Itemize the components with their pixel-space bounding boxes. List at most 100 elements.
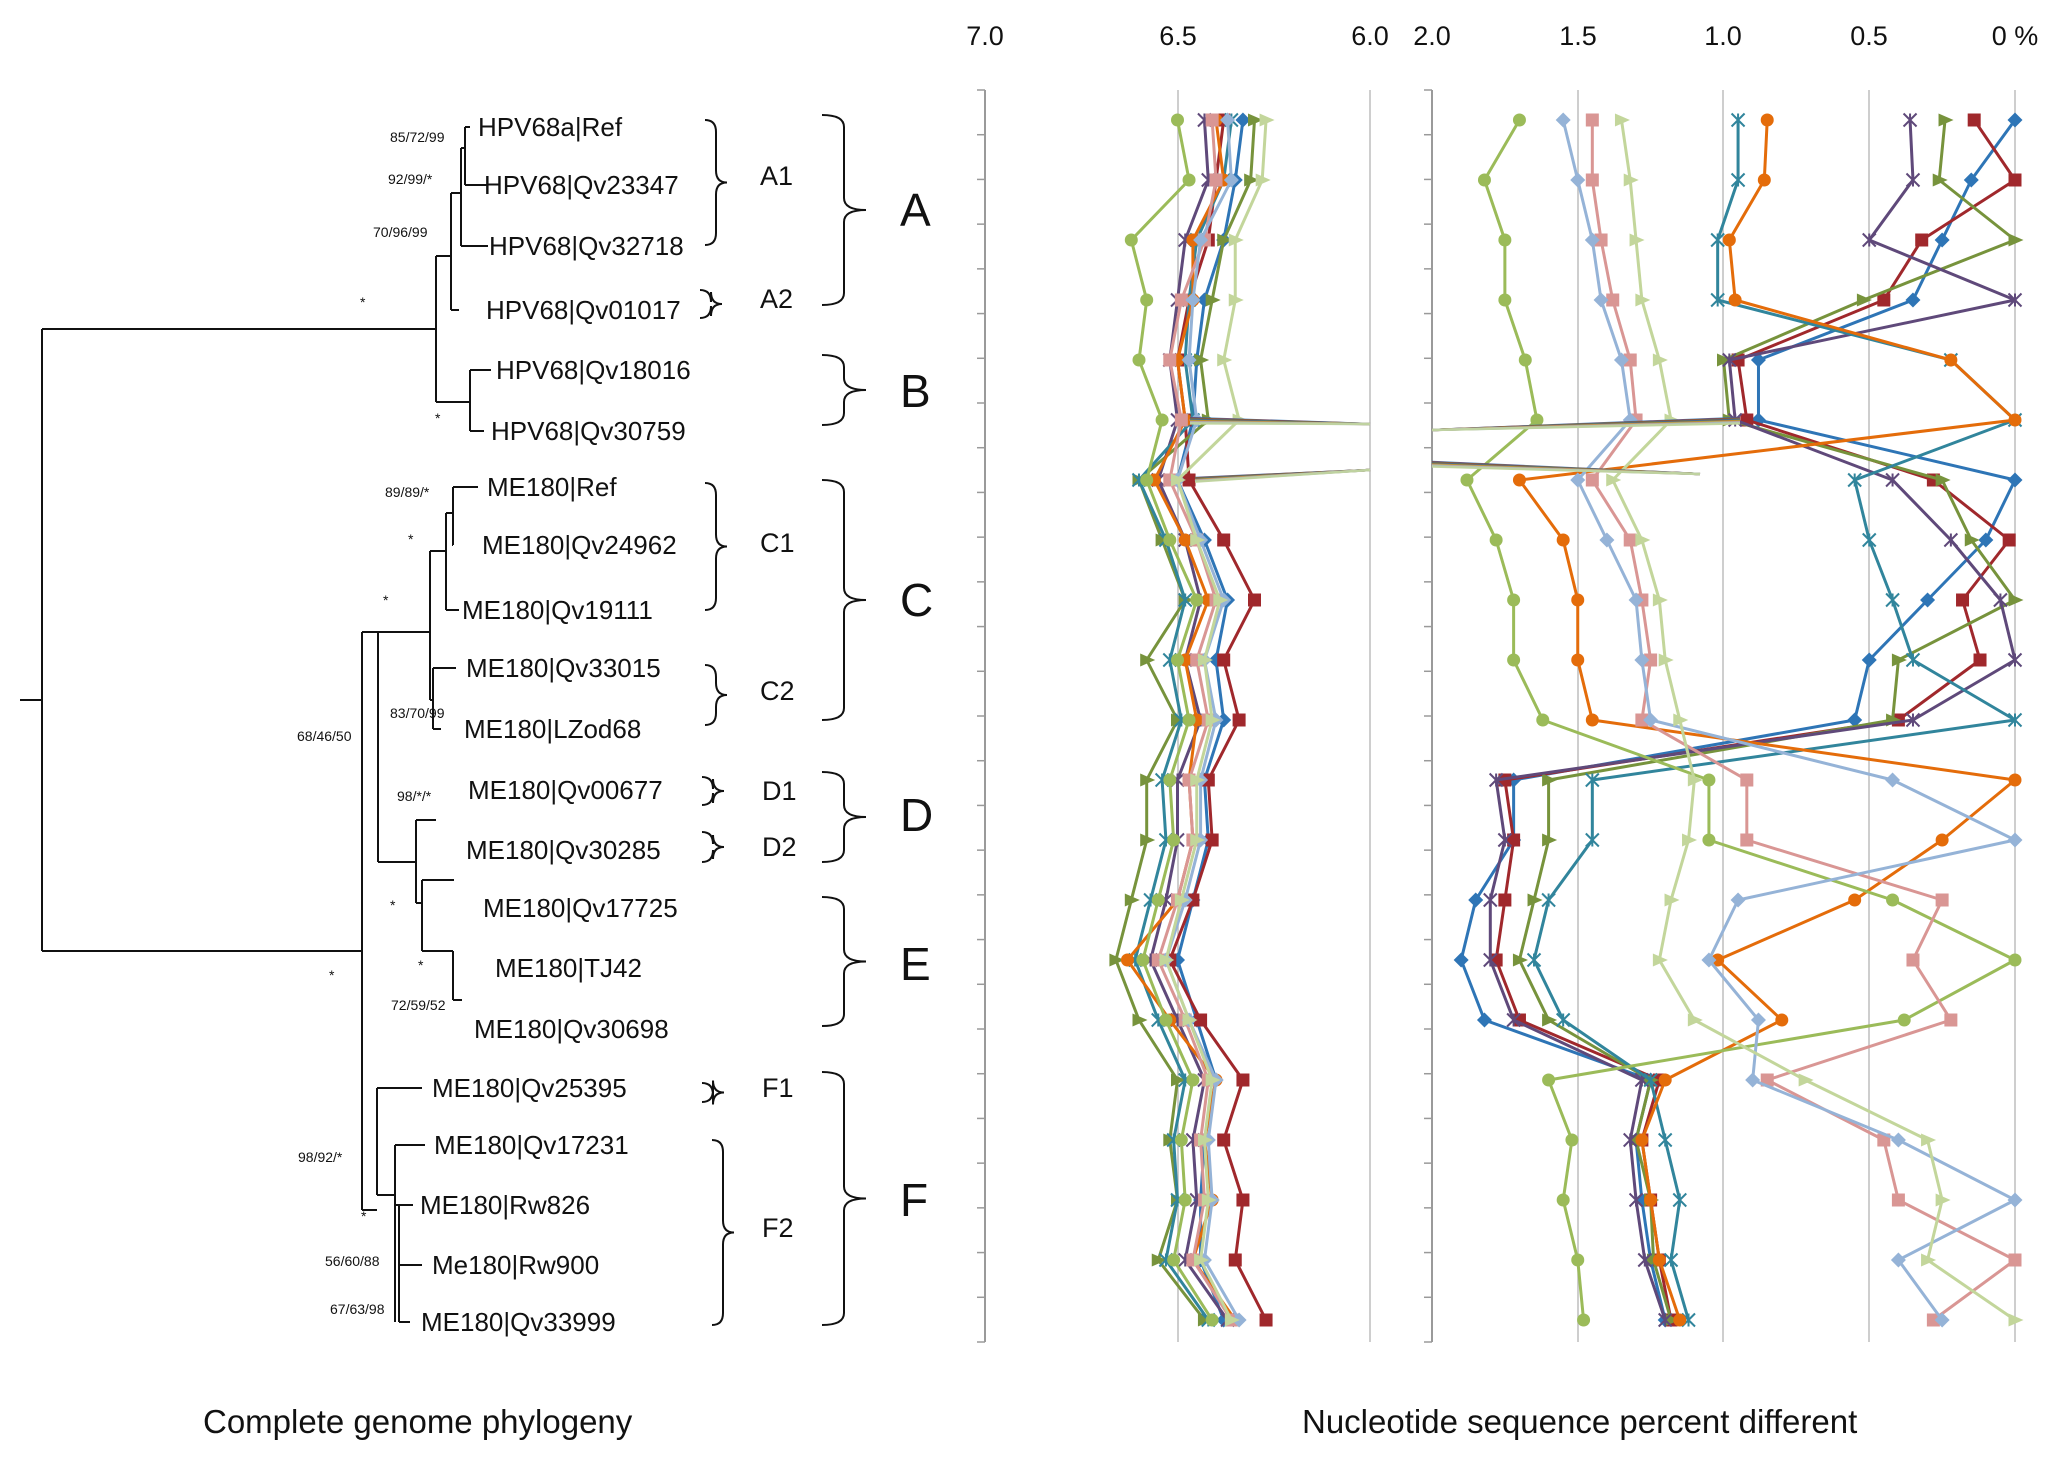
data-point	[1848, 893, 1862, 907]
data-point	[1750, 352, 1766, 368]
data-point	[1193, 232, 1209, 248]
data-point	[1171, 1073, 1186, 1087]
data-point	[1174, 293, 1188, 307]
clade-label: B	[900, 365, 931, 417]
data-point	[2002, 533, 2016, 547]
data-point	[1886, 893, 1900, 907]
data-point	[1186, 1073, 1200, 1087]
data-point	[1255, 173, 1271, 187]
data-point	[1507, 833, 1521, 847]
x-tick-label: 1.5	[1559, 21, 1597, 51]
data-point	[1217, 233, 1233, 247]
subclade-label: A1	[760, 161, 793, 191]
caption-phylogeny: Complete genome phylogeny	[203, 1403, 633, 1440]
data-point	[1722, 233, 1736, 247]
data-point	[1663, 1252, 1679, 1268]
data-point	[1967, 113, 1981, 127]
data-point	[1174, 413, 1188, 427]
support-value: 98/*/*	[397, 788, 432, 804]
data-point	[1124, 233, 1138, 247]
data-point	[1935, 833, 1949, 847]
data-point	[1905, 652, 1921, 668]
data-point	[1938, 113, 1954, 127]
taxon-label: HPV68|Qv01017	[486, 295, 681, 325]
data-point	[1623, 173, 1639, 187]
series-line	[1611, 119, 2016, 1322]
data-point	[1623, 353, 1637, 367]
support-value: *	[408, 531, 414, 547]
data-point	[1163, 773, 1177, 787]
data-point	[1489, 533, 1503, 547]
data-point	[1921, 1253, 1937, 1267]
data-point	[1163, 353, 1177, 367]
data-point	[1507, 653, 1521, 667]
clade-label: A	[900, 184, 931, 236]
data-point	[1730, 892, 1746, 908]
taxon-label: HPV68|Qv23347	[484, 170, 679, 200]
data-point	[1174, 893, 1190, 907]
series	[1606, 113, 2024, 1327]
data-point	[1498, 293, 1512, 307]
support-value: 89/89/*	[385, 484, 430, 500]
data-point	[1217, 533, 1231, 547]
data-point	[1682, 833, 1698, 847]
data-point	[1132, 1013, 1148, 1027]
data-point	[1217, 653, 1231, 667]
data-point	[1584, 232, 1600, 248]
data-point	[1151, 1253, 1167, 1267]
data-point	[1155, 413, 1169, 427]
subclade-label: D2	[762, 832, 797, 862]
data-point	[1585, 113, 1599, 127]
data-point	[1488, 772, 1504, 788]
data-point	[2007, 1192, 2023, 1208]
data-point	[1171, 473, 1186, 487]
brace	[704, 664, 728, 726]
data-point	[1228, 293, 1244, 307]
x-tick-label: 1.0	[1704, 21, 1742, 51]
taxon-label: ME180|Ref	[487, 472, 617, 502]
series	[1585, 113, 2022, 1327]
brace	[701, 831, 725, 863]
data-point	[1585, 772, 1600, 788]
series	[1460, 113, 2022, 1327]
data-point	[1635, 533, 1651, 547]
data-point	[1926, 1313, 1940, 1327]
data-point	[1182, 173, 1196, 187]
phylogeny-tree	[20, 126, 491, 1323]
data-point	[1140, 773, 1156, 787]
series	[1109, 113, 1263, 1327]
brace	[701, 776, 725, 806]
brace	[821, 771, 867, 863]
support-values: 85/72/99 92/99/* 70/96/99 * * 89/89/* * * 83/70/…	[297, 129, 446, 1317]
data-point	[1757, 173, 1771, 187]
data-point	[1167, 833, 1181, 847]
data-point	[1171, 653, 1184, 667]
data-point	[1205, 293, 1221, 307]
data-point	[1644, 1193, 1658, 1207]
data-point	[1635, 1133, 1649, 1147]
data-point	[1730, 112, 1746, 128]
series	[1483, 112, 2023, 1328]
data-point	[1891, 653, 1907, 667]
data-point	[1652, 353, 1668, 367]
support-value: *	[329, 967, 335, 983]
brace	[701, 1080, 725, 1105]
data-point	[1628, 592, 1644, 608]
taxon-label: ME180|LZod68	[464, 714, 641, 744]
data-point	[1606, 293, 1620, 307]
data-point	[1507, 593, 1521, 607]
data-point	[1140, 833, 1156, 847]
data-point	[1140, 293, 1154, 307]
data-point	[1658, 653, 1674, 667]
data-point	[1710, 232, 1725, 248]
x-tick-label: 2.0	[1413, 21, 1451, 51]
data-point	[1585, 173, 1599, 187]
data-point	[1934, 1312, 1950, 1328]
data-point	[1599, 532, 1615, 548]
data-point	[1673, 713, 1689, 727]
support-value: 83/70/99	[390, 705, 445, 721]
data-point	[1701, 952, 1717, 968]
series	[1512, 113, 2022, 1327]
data-point	[1798, 1073, 1814, 1087]
data-point	[1182, 473, 1196, 487]
